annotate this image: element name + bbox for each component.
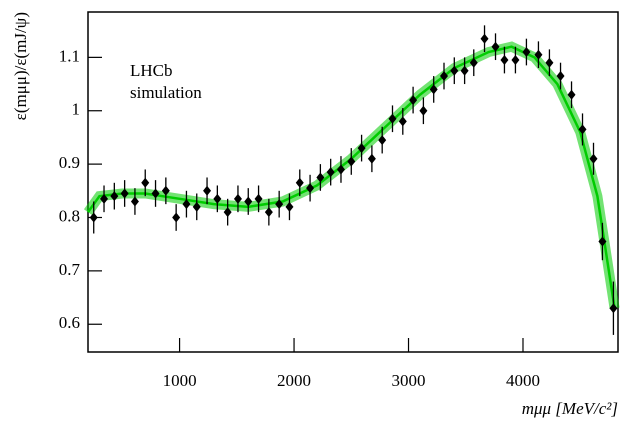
data-point [306, 183, 315, 194]
data-point [409, 95, 418, 106]
x-tick-label: 1000 [163, 371, 197, 390]
data-point [120, 188, 129, 199]
data-point [491, 41, 500, 52]
data-point [89, 212, 98, 223]
data-point [141, 177, 150, 188]
x-tick-label: 3000 [392, 371, 426, 390]
y-tick-label: 0.8 [59, 206, 80, 225]
data-point [130, 196, 139, 207]
y-tick-label: 1 [72, 100, 81, 119]
data-point [578, 124, 587, 135]
data-point [347, 156, 356, 167]
data-point [275, 199, 284, 210]
data-point [172, 212, 181, 223]
plot-frame [87, 11, 619, 353]
data-point [100, 193, 109, 204]
data-point [336, 164, 345, 175]
data-point [598, 236, 607, 247]
data-point [480, 33, 489, 44]
annotation: simulation [130, 83, 202, 102]
fit-line [86, 45, 616, 309]
data-point [264, 207, 273, 218]
data-point [419, 105, 428, 116]
data-point [500, 55, 509, 66]
data-point [460, 65, 469, 76]
data-point [233, 193, 242, 204]
x-axis-label: mμμ [MeV/c²] [522, 399, 618, 418]
x-tick-label: 2000 [277, 371, 311, 390]
data-point [398, 116, 407, 127]
data-point [192, 201, 201, 212]
data-point [203, 185, 212, 196]
data-point [316, 172, 325, 183]
data-point [151, 188, 160, 199]
data-point [388, 113, 397, 124]
data-point [522, 47, 531, 58]
data-point [110, 191, 119, 202]
data-point [589, 153, 598, 164]
data-point [161, 185, 170, 196]
data-point [357, 143, 366, 154]
y-axis-label: ε(mμμ)/ε(mJ/ψ) [11, 12, 30, 120]
data-point [285, 201, 294, 212]
data-point [367, 153, 376, 164]
data-point [556, 71, 565, 82]
data-point [429, 84, 438, 95]
data-point [511, 55, 520, 66]
y-tick-label: 0.6 [59, 313, 80, 332]
data-point [567, 89, 576, 100]
y-tick-label: 1.1 [59, 46, 80, 65]
data-point [326, 167, 335, 178]
annotation: LHCb [130, 61, 173, 80]
data-point [440, 71, 449, 82]
data-point [223, 207, 232, 218]
data-point [254, 193, 263, 204]
x-tick-label: 4000 [506, 371, 540, 390]
data-point [469, 57, 478, 68]
data-point [378, 135, 387, 146]
data-point [295, 177, 304, 188]
data-point [182, 199, 191, 210]
data-point [545, 57, 554, 68]
data-point [450, 65, 459, 76]
data-point [244, 196, 253, 207]
data-point [534, 49, 543, 60]
data-point [609, 303, 618, 314]
y-tick-label: 0.9 [59, 153, 80, 172]
data-point [213, 193, 222, 204]
y-tick-label: 0.7 [59, 260, 81, 279]
